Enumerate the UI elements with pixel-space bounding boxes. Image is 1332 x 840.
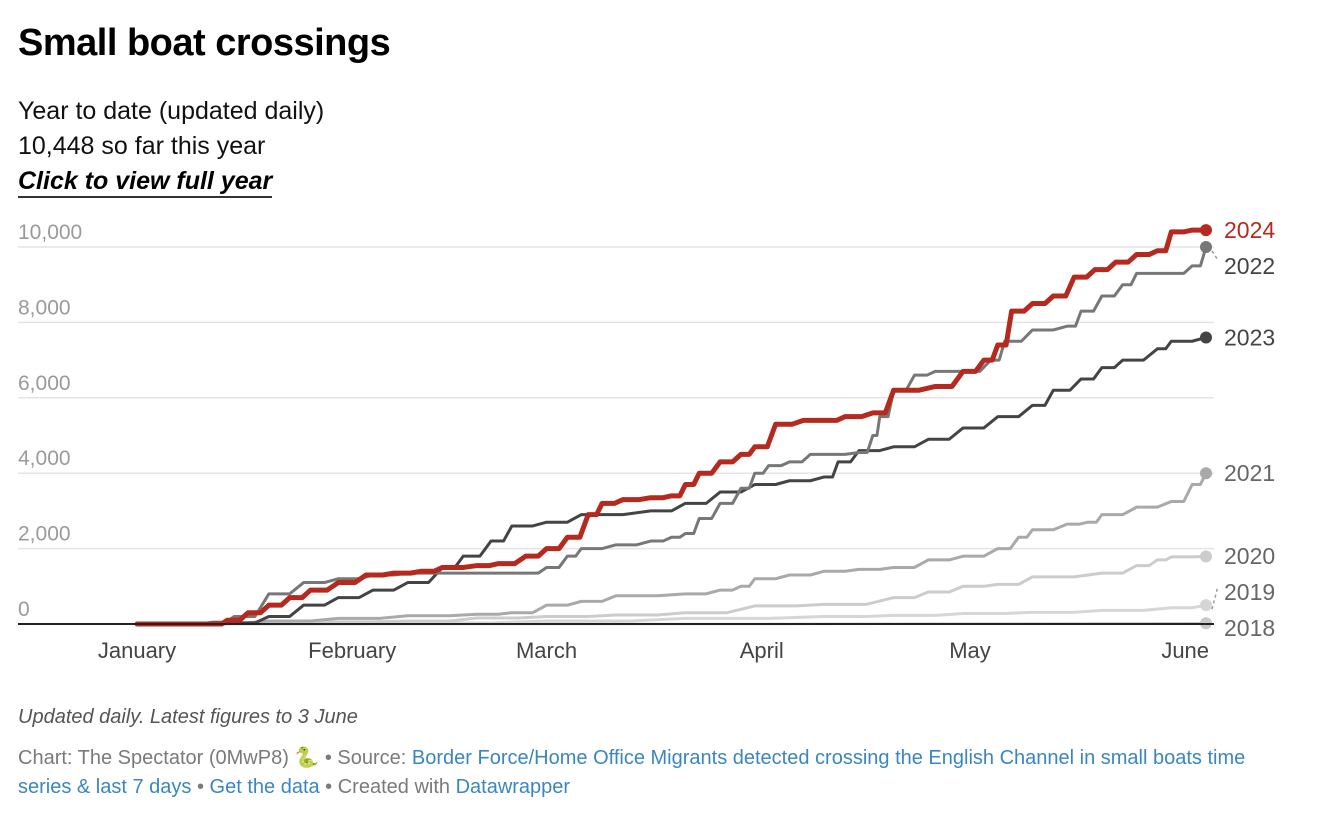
series-end-dot-2019 bbox=[1200, 599, 1212, 612]
chart-footer: Chart: The Spectator (0MwP8) 🐍 • Source:… bbox=[18, 744, 1278, 802]
chart-subtitle: Year to date (updated daily) 10,448 so f… bbox=[18, 94, 324, 199]
series-lines bbox=[134, 224, 1212, 630]
source-link[interactable]: Border Force/Home Office Migrants detect… bbox=[18, 747, 1246, 798]
series-label-2019: 2019 bbox=[1224, 579, 1275, 605]
footer-created-with: • Created with bbox=[319, 776, 456, 798]
series-line-2020 bbox=[135, 555, 1208, 626]
series-end-dot-2024 bbox=[1200, 224, 1212, 237]
series-label-2020: 2020 bbox=[1224, 543, 1275, 569]
y-tick-label: 6,000 bbox=[18, 372, 71, 395]
series-end-dot-2022 bbox=[1200, 241, 1212, 253]
get-data-link[interactable]: Get the data bbox=[209, 776, 320, 798]
footer-separator: • bbox=[191, 776, 210, 798]
y-tick-label: 2,000 bbox=[18, 523, 71, 546]
label-leader-2022 bbox=[1211, 250, 1219, 261]
x-tick-label: March bbox=[516, 638, 577, 663]
series-end-dot-2023 bbox=[1200, 331, 1212, 344]
datawrapper-link[interactable]: Datawrapper bbox=[455, 776, 571, 798]
label-leader-2019 bbox=[1211, 585, 1219, 610]
subtitle-line-total: 10,448 so far this year bbox=[18, 132, 266, 160]
x-tick-label: May bbox=[949, 638, 991, 663]
y-tick-label: 0 bbox=[18, 598, 30, 621]
chart-title: Small boat crossings bbox=[18, 22, 391, 64]
series-label-2022: 2022 bbox=[1224, 253, 1275, 279]
series-line-2024 bbox=[134, 227, 1209, 627]
y-tick-label: 8,000 bbox=[18, 296, 71, 319]
axes: 0 2,000 4,000 6,000 8,000 10,000 January Februa… bbox=[18, 221, 1214, 663]
series-line-2023 bbox=[135, 335, 1208, 626]
chart-notes: Updated daily. Latest figures to 3 June bbox=[18, 706, 358, 728]
footer-credit: Chart: The Spectator (0MwP8) 🐍 • Source: bbox=[18, 747, 412, 769]
series-label-2024: 2024 bbox=[1224, 217, 1275, 243]
x-tick-label: June bbox=[1161, 638, 1209, 663]
x-tick-label: April bbox=[740, 638, 784, 663]
series-line-2021 bbox=[135, 471, 1208, 626]
view-full-year-link[interactable]: Click to view full year bbox=[18, 166, 273, 198]
x-tick-label: February bbox=[308, 638, 396, 663]
gridlines bbox=[18, 246, 1214, 550]
x-tick-label: January bbox=[98, 638, 176, 663]
series-label-2021: 2021 bbox=[1224, 460, 1275, 486]
series-end-dot-2020 bbox=[1200, 550, 1212, 563]
series-label-2023: 2023 bbox=[1224, 324, 1275, 350]
line-chart: 0 2,000 4,000 6,000 8,000 10,000 January Februa… bbox=[18, 217, 1275, 663]
series-end-labels: 2024 2022 2023 2021 2020 2019 2018 bbox=[1211, 217, 1275, 641]
subtitle-line-date-range: Year to date (updated daily) bbox=[18, 97, 325, 125]
series-end-dot-2021 bbox=[1200, 467, 1212, 480]
series-label-2018: 2018 bbox=[1224, 615, 1275, 641]
y-tick-label: 10,000 bbox=[18, 221, 82, 244]
y-tick-label: 4,000 bbox=[18, 447, 71, 470]
